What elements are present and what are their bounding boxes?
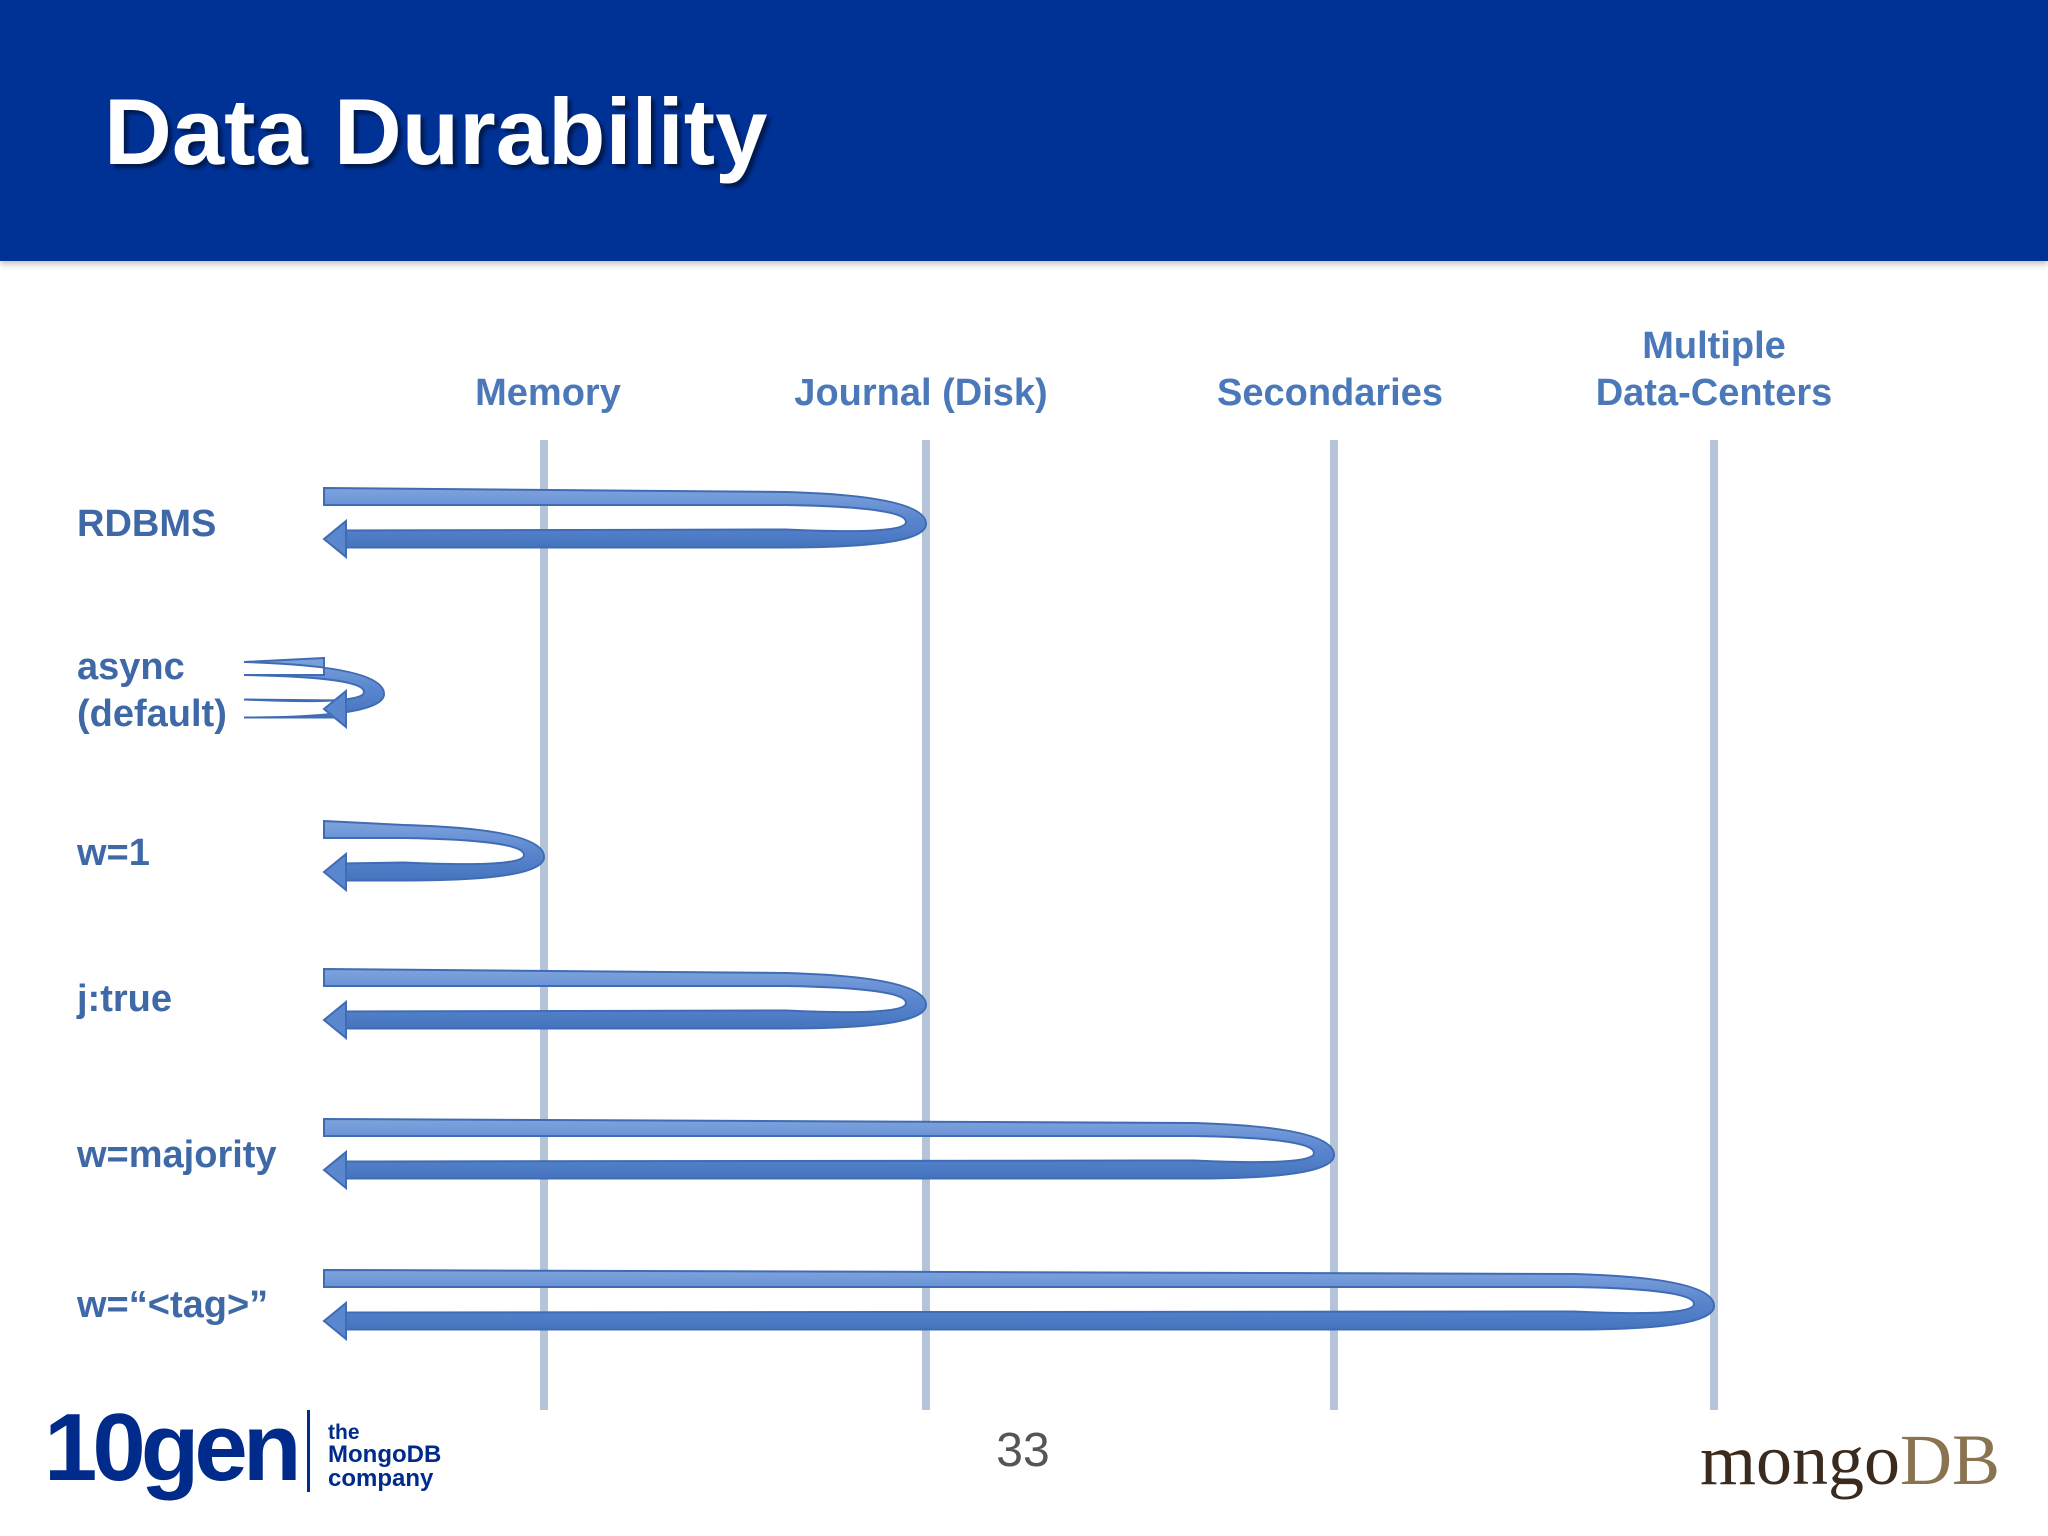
row-label-async: async (default) [77,644,227,738]
mongodb-logo: mongoDB [1700,1420,2000,1500]
column-header-journal-line: Journal (Disk) [794,372,1048,414]
row-label-wtag: w=“<tag>” [77,1282,268,1329]
row-label-async-line-2: (default) [77,693,227,735]
column-header-secondaries-line: Secondaries [1217,372,1443,414]
page-number: 33 [996,1424,1050,1477]
slide-header: Data Durability [0,0,2048,261]
arrow-band-jtrue [323,967,928,1030]
column-lines [540,440,1718,1410]
mongodb-logo-mongo: mongo [1699,1420,1900,1500]
column-header-multi-dc-line-2: Data-Centers [1595,372,1833,414]
column-header-memory: Memory [475,370,621,417]
column-header-secondaries: Secondaries [1217,370,1443,417]
arrow-band-rdbms [323,486,928,549]
footer-divider [307,1410,310,1492]
arrow-w1 [322,819,546,893]
arrow-band-wtag [323,1268,1716,1331]
row-label-rdbms: RDBMS [77,501,216,548]
row-label-w1: w=1 [77,830,150,877]
slide-title: Data Durability [104,79,768,184]
arrow-band-w1 [323,819,546,882]
row-label-jtrue: j:true [77,976,172,1023]
row-label-w1-line: w=1 [77,832,150,874]
row-label-rdbms-line: RDBMS [77,503,217,545]
arrow-wtag [322,1268,1716,1342]
column-header-journal: Journal (Disk) [794,370,1047,417]
arrow-head-w1 [322,851,347,893]
row-label-wmajority: w=majority [77,1132,277,1179]
mongodb-logo-db: DB [1899,1420,2000,1500]
footer-tagline-line-3: company [328,1465,434,1492]
arrow-jtrue [322,967,928,1041]
arrow-head-rdbms [322,518,347,560]
arrow-band-async [243,656,386,719]
arrow-head-jtrue [322,999,347,1041]
10gen-logo: 10gen [44,1394,301,1501]
footer-tagline-line-1: the [328,1421,360,1444]
arrow-head-wtag [322,1300,347,1342]
column-header-multi-dc: Multiple Data-Centers [1596,323,1833,417]
column-header-memory-line: Memory [475,372,621,414]
footer-tagline: the MongoDB company [328,1422,441,1491]
row-label-wmajority-line: w=majority [77,1134,277,1176]
row-label-wtag-line: w=“<tag>” [77,1284,269,1326]
column-header-multi-dc-line-1: Multiple [1642,325,1786,367]
footer-tagline-line-2: MongoDB [328,1441,442,1468]
arrow-rdbms [322,486,928,560]
arrow-async [243,656,386,730]
row-label-async-line-1: async [77,646,185,688]
row-label-jtrue-line: j:true [77,978,172,1020]
arrow-head-wmajority [322,1149,347,1191]
round-trip-arrows [243,486,1716,1342]
arrow-wmajority [322,1117,1336,1191]
arrow-head-async [322,688,347,730]
arrow-band-wmajority [323,1117,1336,1180]
